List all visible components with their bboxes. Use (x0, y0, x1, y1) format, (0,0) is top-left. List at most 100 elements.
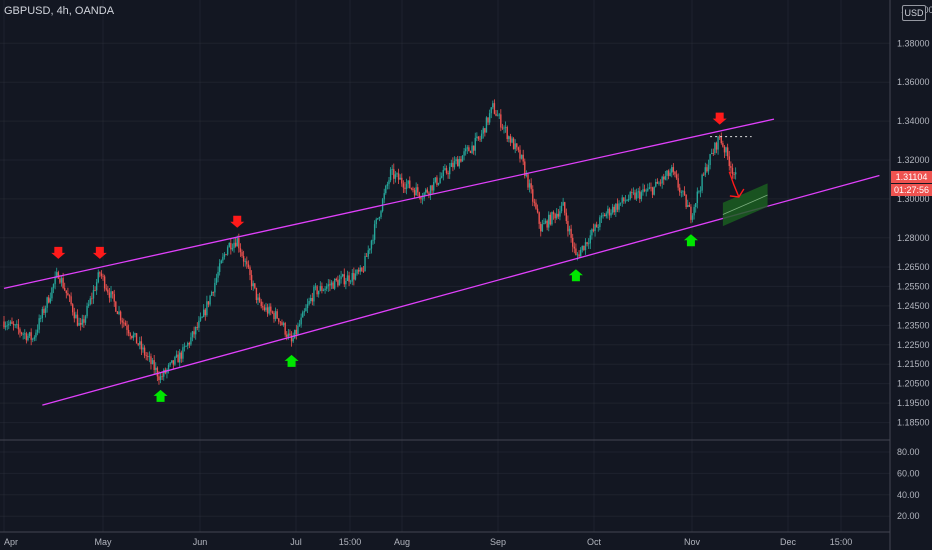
candle (420, 197, 422, 200)
candle (707, 165, 710, 172)
candle (514, 143, 516, 150)
candle (701, 174, 703, 191)
candle (426, 189, 429, 193)
candle (669, 172, 671, 176)
candle (634, 192, 636, 199)
candle (418, 192, 421, 198)
candle (552, 212, 555, 215)
candle (535, 202, 537, 209)
candle (89, 298, 91, 305)
candle (599, 217, 601, 228)
candle (92, 290, 95, 299)
time-tick-label: Jun (193, 537, 208, 547)
candle (380, 211, 382, 217)
candle (212, 291, 214, 293)
candle (480, 133, 483, 139)
candle (431, 185, 433, 191)
candle (87, 304, 90, 306)
candle (349, 281, 352, 283)
candle (348, 275, 350, 282)
candle (254, 283, 256, 288)
candle (215, 277, 218, 283)
candle (250, 275, 253, 287)
candle (677, 178, 679, 188)
candle (148, 356, 151, 358)
candle (330, 282, 333, 286)
candle (613, 206, 615, 213)
candle (690, 206, 692, 220)
candle (493, 103, 496, 114)
candle (241, 252, 243, 257)
candle (455, 159, 457, 162)
projection-arrow (728, 171, 740, 198)
candle (3, 321, 5, 328)
candle (410, 188, 413, 189)
candle (322, 290, 325, 291)
price-tick-label: 1.34000 (897, 116, 930, 126)
candle (715, 142, 718, 150)
resistance-arrow-icon (92, 246, 107, 259)
candle (346, 275, 349, 281)
candle (306, 304, 309, 309)
candle (476, 136, 478, 138)
candle (81, 319, 83, 325)
candle (27, 335, 29, 341)
candle (575, 248, 577, 255)
candle (643, 189, 646, 192)
candle (474, 137, 476, 151)
candle (11, 321, 13, 324)
candle (401, 177, 403, 184)
time-axis[interactable]: Apr May Jun Jul 15:00 Aug Sep Oct Nov Dec 15:00 (4, 537, 852, 547)
candle (100, 273, 103, 276)
candle (134, 333, 136, 335)
time-tick-label: Oct (587, 537, 602, 547)
resistance-arrow-icon (230, 215, 245, 228)
candle (321, 286, 323, 291)
price-tick-label: 1.19500 (897, 398, 930, 408)
candle (28, 332, 31, 336)
candle (234, 242, 237, 247)
price-tick-label: 1.32000 (897, 155, 930, 165)
symbol-title[interactable]: GBPUSD, 4h, OANDA (4, 5, 115, 17)
candle (279, 321, 282, 323)
candle (484, 128, 486, 133)
candle (302, 312, 304, 318)
candle (91, 298, 93, 300)
candle (733, 173, 735, 175)
candle (512, 138, 515, 150)
candle (14, 324, 16, 326)
candle (734, 172, 737, 175)
candle (56, 272, 58, 277)
candle (386, 184, 389, 186)
candle (294, 329, 296, 339)
candle (99, 272, 101, 274)
candle (52, 284, 55, 288)
candle (324, 288, 326, 291)
candle (195, 326, 197, 335)
candle (78, 322, 80, 326)
candle (171, 360, 173, 363)
price-axis[interactable]: 1.38000 1.36000 1.34000 1.32000 1.30000 1.280… (897, 5, 932, 428)
candle (728, 156, 730, 167)
currency-button[interactable]: USD (902, 5, 926, 21)
candle (706, 167, 708, 172)
candle (691, 215, 694, 220)
support-arrow-icon (568, 269, 583, 282)
indicator-tick-label: 40.00 (897, 490, 920, 500)
candle (464, 148, 467, 152)
candle (487, 117, 489, 123)
candle (151, 360, 154, 364)
candle (199, 317, 202, 321)
candle (425, 189, 427, 193)
candle (64, 287, 66, 291)
candle (340, 276, 342, 280)
candle (345, 280, 347, 285)
candle (9, 321, 12, 324)
indicator-axis[interactable]: 80.00 60.00 40.00 20.00 (897, 447, 920, 521)
candle (659, 182, 662, 184)
candle (530, 183, 532, 190)
candle (730, 166, 732, 168)
candle (519, 149, 521, 159)
